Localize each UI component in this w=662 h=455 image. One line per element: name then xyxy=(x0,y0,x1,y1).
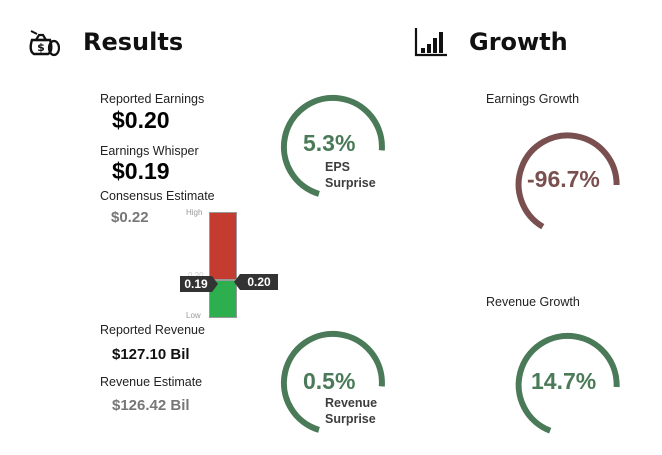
range-middle-tick-label: 0.20 xyxy=(188,271,204,280)
revenue-surprise-arc xyxy=(280,330,385,433)
revenue-surprise-gauge xyxy=(278,328,388,438)
reported-revenue-label: Reported Revenue xyxy=(100,323,205,337)
eps-surprise-line1: EPS xyxy=(325,160,351,174)
reported-tag: 0.20 xyxy=(240,274,278,290)
reported-revenue-value: $127.10 Bil xyxy=(112,346,190,363)
money-bag-icon: $ xyxy=(26,26,61,58)
range-bar-lower xyxy=(209,280,237,318)
consensus-estimate-value: $0.22 xyxy=(111,209,149,226)
earnings-growth-arc xyxy=(515,132,620,230)
earnings-growth-value: -96.7% xyxy=(527,166,600,192)
eps-surprise-value: 5.3% xyxy=(303,130,356,156)
revenue-estimate-label: Revenue Estimate xyxy=(100,375,203,389)
revenue-growth-label: Revenue Growth xyxy=(486,295,580,309)
range-bar xyxy=(209,212,237,318)
eps-surprise-arc xyxy=(280,94,385,197)
reported-earnings-label: Reported Earnings xyxy=(100,92,205,106)
revenue-growth-arc xyxy=(515,332,620,434)
svg-text:$: $ xyxy=(37,41,45,54)
growth-title: Growth xyxy=(469,28,568,56)
revenue-growth-gauge xyxy=(512,328,624,440)
bar-chart-icon xyxy=(413,26,449,58)
earnings-growth-label: Earnings Growth xyxy=(486,92,580,106)
range-high-label: High xyxy=(186,208,203,217)
consensus-estimate-label: Consensus Estimate xyxy=(100,189,215,203)
reported-tag-arrow xyxy=(234,274,240,290)
revenue-surprise-line1: Revenue xyxy=(325,396,378,410)
revenue-estimate-value: $126.42 Bil xyxy=(112,397,190,414)
earnings-whisper-label: Earnings Whisper xyxy=(100,144,199,158)
whisper-tag-arrow xyxy=(212,276,218,292)
range-bar-upper xyxy=(209,212,237,280)
range-low-label: Low xyxy=(186,311,201,320)
revenue-surprise-value: 0.5% xyxy=(303,368,356,394)
earnings-whisper-value: $0.19 xyxy=(112,158,170,184)
eps-surprise-gauge xyxy=(278,92,388,202)
revenue-growth-value: 14.7% xyxy=(531,368,597,394)
reported-earnings-value: $0.20 xyxy=(112,107,170,133)
revenue-surprise-line2: Surprise xyxy=(325,412,376,426)
eps-surprise-line2: Surprise xyxy=(325,176,376,190)
earnings-growth-gauge xyxy=(512,126,624,238)
whisper-tag: 0.19 xyxy=(180,276,212,292)
results-title: Results xyxy=(83,28,184,56)
